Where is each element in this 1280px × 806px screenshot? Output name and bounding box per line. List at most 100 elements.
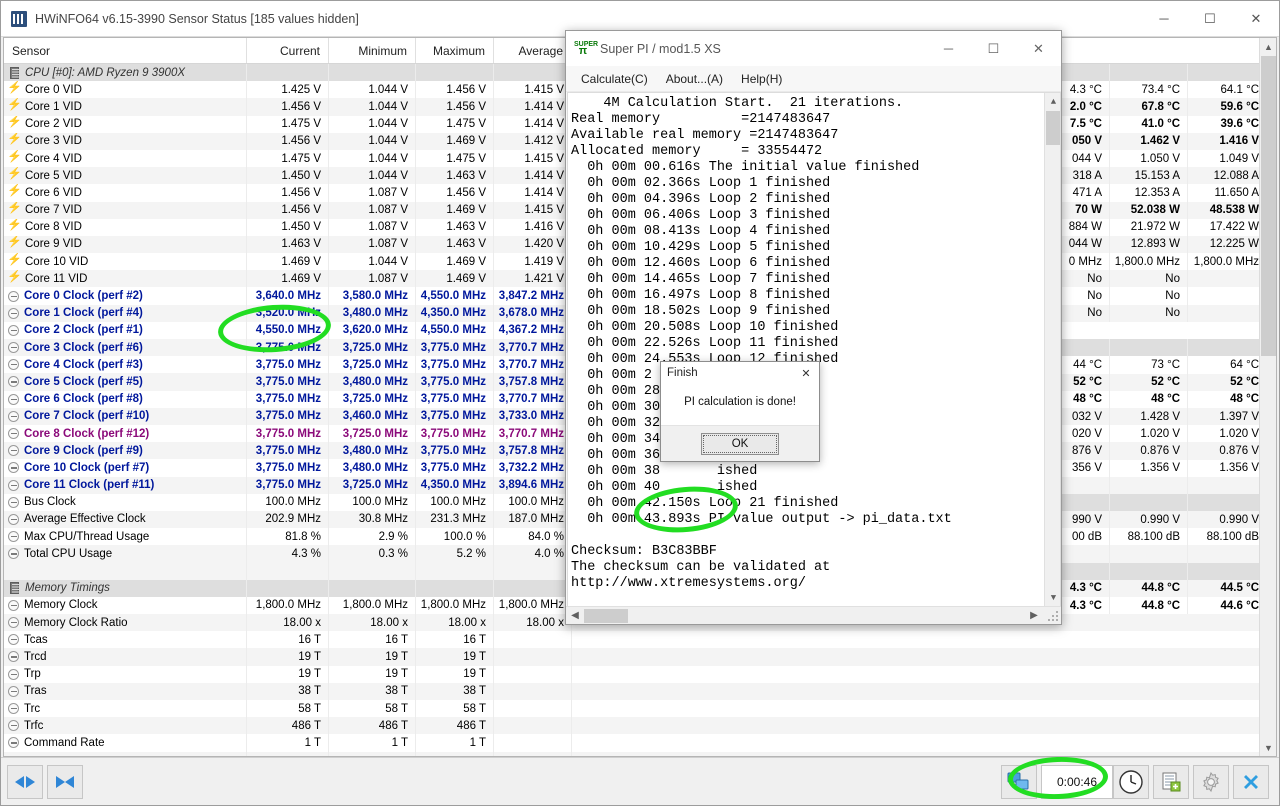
ok-button[interactable]: OK <box>701 432 779 455</box>
cell-current: 1.456 V <box>247 98 329 116</box>
table-row[interactable]: 050 V 1.462 V 1.416 V <box>1060 132 1267 150</box>
table-row[interactable]: 990 V 0.990 V 0.990 V <box>1060 511 1267 529</box>
console-line: 0h 00m 06.406s Loop 3 finished <box>571 208 831 223</box>
table-row[interactable]: 0 MHz 1,800.0 MHz 1,800.0 MHz <box>1060 253 1267 271</box>
table-row[interactable]: 48 °C 48 °C 48 °C <box>1060 390 1267 408</box>
close-app-button[interactable] <box>1233 764 1269 799</box>
remote-monitoring-button[interactable] <box>1001 764 1037 799</box>
cell-sensor-name: Trcd <box>4 648 247 666</box>
table-row[interactable]: Tras 38 T 38 T 38 T <box>4 682 1276 700</box>
console-scroll-down-icon[interactable]: ▼ <box>1050 592 1057 603</box>
table-row[interactable]: 44 °C 73 °C 64 °C <box>1060 356 1267 374</box>
table-group-row[interactable] <box>1060 339 1267 357</box>
scroll-down-icon[interactable]: ▼ <box>1264 742 1273 753</box>
scrollbar-thumb[interactable] <box>1261 56 1276 356</box>
scroll-up-icon[interactable]: ▲ <box>1264 41 1273 52</box>
table-row[interactable]: No No <box>1060 304 1267 322</box>
cell-sensor-name: Bus Clock <box>4 493 247 511</box>
console-scrollbar-thumb[interactable] <box>1046 111 1060 145</box>
table-row[interactable]: Trp 19 T 19 T 19 T <box>4 665 1276 683</box>
table-group-row[interactable] <box>1060 493 1267 512</box>
cell-current: 1.425 V <box>247 81 329 99</box>
cell-sensor-name: Trfc <box>4 717 247 735</box>
table-vertical-scrollbar[interactable]: ▲ ▼ <box>1259 38 1276 756</box>
table-row[interactable]: 032 V 1.428 V 1.397 V <box>1060 407 1267 426</box>
table-row[interactable]: Trfc 486 T 486 T 486 T <box>4 717 1276 735</box>
superpi-vertical-scrollbar[interactable]: ▲ ▼ <box>1044 93 1060 606</box>
table-row[interactable]: 4.3 °C 44.8 °C 44.5 °C <box>1060 579 1267 597</box>
logging-button[interactable] <box>1153 764 1189 799</box>
table-row[interactable]: 4.3 °C 44.8 °C 44.6 °C <box>1060 597 1267 615</box>
table-row[interactable]: 884 W 21.972 W 17.422 W <box>1060 218 1267 236</box>
cell-maximum: 100.0 % <box>416 528 494 546</box>
cell-avg: 1,800.0 MHz <box>1188 253 1267 271</box>
cell-maximum: 18.00 x <box>416 614 494 632</box>
hscrollbar-thumb[interactable] <box>584 609 628 623</box>
superpi-close-button[interactable]: ✕ <box>1033 40 1044 56</box>
cell-minimum: 16 T <box>329 631 416 649</box>
resize-grip[interactable] <box>1047 610 1059 622</box>
maximize-button[interactable]: ☐ <box>1204 10 1216 26</box>
table-row[interactable]: 00 dB 88.100 dB 88.100 dB <box>1060 528 1267 546</box>
menu-item-about[interactable]: About...(A) <box>665 71 724 86</box>
table-group-row[interactable] <box>1060 562 1267 580</box>
cell-current: 3,775.0 MHz <box>247 356 329 374</box>
cell-maximum: 1.469 V <box>416 270 494 288</box>
minimize-button[interactable]: ─ <box>1159 11 1169 26</box>
cell-sensor-name: Core 4 Clock (perf #3) <box>4 356 247 374</box>
clock-icon <box>8 513 19 525</box>
cell-maximum: 1.463 V <box>416 167 494 185</box>
table-row[interactable]: Tcas 16 T 16 T 16 T <box>4 631 1276 649</box>
superpi-maximize-button[interactable]: ☐ <box>987 40 1000 56</box>
cell-minimum: 1.044 V <box>329 115 416 133</box>
menu-item-help[interactable]: Help(H) <box>741 71 783 86</box>
column-header-minimum[interactable]: Minimum <box>329 38 416 63</box>
table-row[interactable]: No No <box>1060 287 1267 305</box>
cell-max: 15.153 A <box>1110 167 1188 185</box>
table-row[interactable]: 876 V 0.876 V 0.876 V <box>1060 442 1267 460</box>
table-row[interactable]: Trc 58 T 58 T 58 T <box>4 699 1276 718</box>
table-row[interactable]: 318 A 15.153 A 12.088 A <box>1060 167 1267 185</box>
superpi-minimize-button[interactable]: ─ <box>943 41 954 56</box>
cell-maximum: 1.463 V <box>416 218 494 236</box>
cell-average: 3,678.0 MHz <box>494 304 572 322</box>
table-row[interactable] <box>4 751 1276 756</box>
console-lines: 4M Calculation Start. 21 iterations. Real… <box>571 96 1060 592</box>
clock-button[interactable] <box>1113 764 1149 799</box>
table-row[interactable]: No No <box>1060 270 1267 288</box>
console-line: 0h 00m 42.150s Loop 21 finished <box>571 496 839 511</box>
hscroll-right-icon[interactable]: ▶ <box>1030 610 1038 621</box>
cell-max: 52 °C <box>1110 373 1188 391</box>
table-row[interactable]: 020 V 1.020 V 1.020 V <box>1060 425 1267 443</box>
table-row[interactable]: Trcd 19 T 19 T 19 T <box>4 648 1276 666</box>
column-header-average[interactable]: Average <box>494 38 572 63</box>
close-button[interactable]: ✕ <box>1250 10 1262 26</box>
table-row[interactable]: 2.0 °C 67.8 °C 59.6 °C <box>1060 98 1267 116</box>
superpi-horizontal-scrollbar[interactable]: ◀ ▶ <box>566 606 1061 624</box>
clock-icon <box>8 634 19 646</box>
sensor-label: Core 2 VID <box>25 118 82 131</box>
table-row[interactable]: 4.3 °C 73.4 °C 64.1 °C <box>1060 81 1267 99</box>
column-header-current[interactable]: Current <box>247 38 329 63</box>
table-row[interactable]: 70 W 52.038 W 48.538 W <box>1060 201 1267 219</box>
menu-item-calculate[interactable]: Calculate(C) <box>581 71 648 86</box>
table-row[interactable] <box>1060 545 1267 563</box>
table-row[interactable]: 356 V 1.356 V 1.356 V <box>1060 459 1267 477</box>
table-row[interactable]: 471 A 12.353 A 11.650 A <box>1060 184 1267 202</box>
console-scroll-up-icon[interactable]: ▲ <box>1050 96 1057 107</box>
hscroll-left-icon[interactable]: ◀ <box>571 610 579 621</box>
table-row[interactable] <box>1060 476 1267 494</box>
expand-columns-button[interactable] <box>7 764 43 799</box>
table-row[interactable]: 7.5 °C 41.0 °C 39.6 °C <box>1060 115 1267 133</box>
table-group-row[interactable] <box>1060 64 1267 82</box>
column-header-maximum[interactable]: Maximum <box>416 38 494 63</box>
table-row[interactable]: 044 V 1.050 V 1.049 V <box>1060 149 1267 168</box>
cell-filler <box>572 717 1276 735</box>
finish-dialog-close-button[interactable]: ✕ <box>801 367 811 380</box>
table-row[interactable]: 044 W 12.893 W 12.225 W <box>1060 235 1267 254</box>
column-header-sensor[interactable]: Sensor <box>4 38 247 63</box>
table-row[interactable]: 52 °C 52 °C 52 °C <box>1060 373 1267 391</box>
collapse-columns-button[interactable] <box>47 764 83 799</box>
settings-button[interactable] <box>1193 764 1229 799</box>
